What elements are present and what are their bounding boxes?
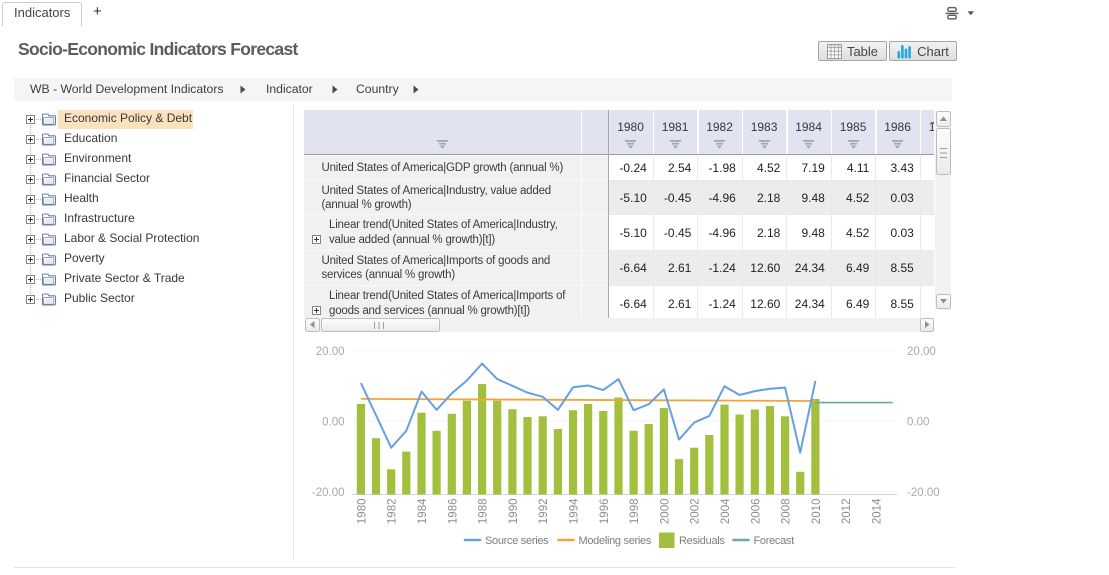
svg-text:2010: 2010: [811, 499, 823, 525]
svg-text:1986: 1986: [447, 499, 459, 525]
svg-text:1994: 1994: [569, 498, 581, 524]
svg-text:2006: 2006: [750, 499, 762, 525]
svg-text:Source series: Source series: [485, 535, 549, 547]
svg-text:1992: 1992: [538, 499, 550, 525]
svg-text:0.00: 0.00: [322, 416, 344, 428]
svg-text:1988: 1988: [478, 499, 490, 525]
svg-text:Modeling series: Modeling series: [579, 535, 652, 547]
svg-text:1980: 1980: [356, 499, 368, 525]
svg-text:0.00: 0.00: [907, 416, 929, 428]
svg-text:2002: 2002: [690, 499, 702, 525]
svg-text:2004: 2004: [720, 498, 732, 524]
svg-text:Forecast: Forecast: [754, 535, 795, 547]
svg-text:1984: 1984: [417, 498, 429, 524]
svg-text:-20.00: -20.00: [907, 487, 940, 499]
svg-text:1982: 1982: [387, 499, 399, 525]
svg-text:2012: 2012: [841, 499, 853, 525]
svg-text:1998: 1998: [629, 499, 641, 525]
svg-text:2014: 2014: [872, 498, 884, 524]
svg-text:1996: 1996: [599, 499, 611, 525]
svg-text:Residuals: Residuals: [679, 535, 725, 547]
svg-text:20.00: 20.00: [907, 346, 936, 358]
svg-text:1990: 1990: [508, 499, 520, 525]
svg-text:-20.00: -20.00: [312, 487, 345, 499]
svg-text:2008: 2008: [781, 499, 793, 525]
svg-text:2000: 2000: [659, 499, 671, 525]
svg-text:20.00: 20.00: [316, 346, 345, 358]
